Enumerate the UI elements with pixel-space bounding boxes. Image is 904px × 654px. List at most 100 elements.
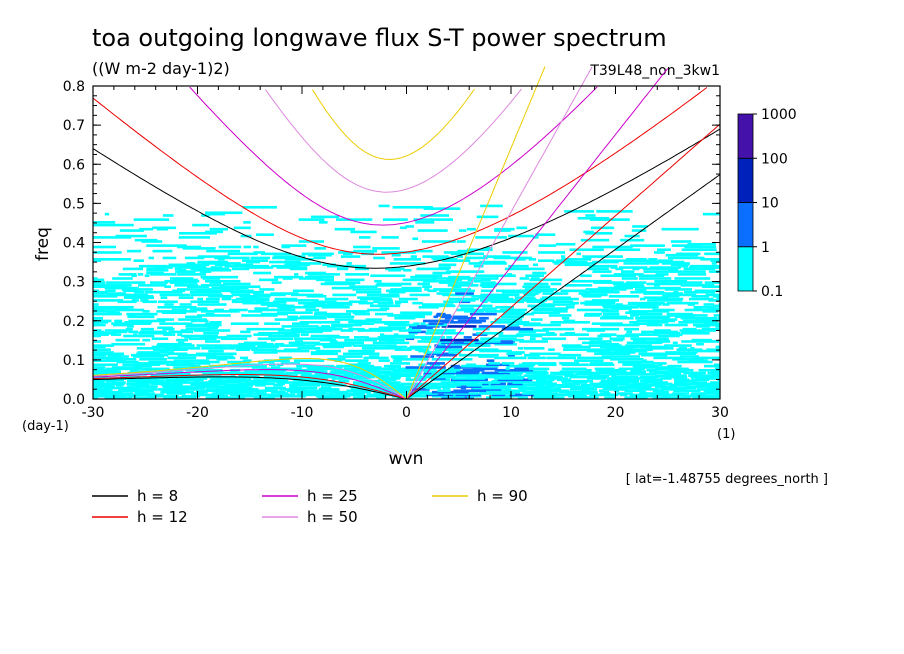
power-streak (93, 333, 109, 336)
legend-label: h = 25 (307, 487, 358, 505)
power-streak (576, 308, 610, 312)
power-streak (457, 249, 474, 253)
power-streak (417, 282, 430, 286)
power-streak (529, 337, 536, 341)
power-streak (450, 379, 480, 383)
power-streak (609, 260, 619, 264)
power-streak (415, 274, 443, 278)
power-streak (480, 204, 503, 208)
power-streak (111, 381, 126, 384)
power-streak (93, 379, 105, 383)
power-streak (180, 360, 191, 364)
power-streak (509, 393, 534, 397)
power-streak (424, 370, 457, 373)
power-streak (695, 325, 710, 328)
power-streak (193, 329, 231, 332)
power-streak (165, 386, 206, 390)
power-streak (353, 396, 368, 399)
power-streak (490, 321, 530, 324)
power-streak (239, 294, 271, 298)
power-streak (696, 388, 720, 391)
power-streak (205, 211, 243, 215)
power-streak (187, 285, 209, 289)
power-streak (123, 334, 155, 338)
power-streak (166, 378, 204, 382)
y-tick-label: 0.5 (63, 196, 85, 212)
power-streak (159, 293, 191, 297)
power-streak (639, 305, 659, 309)
power-streak (93, 221, 116, 224)
power-streak (415, 348, 429, 352)
power-streak (612, 282, 639, 286)
power-streak (616, 348, 653, 352)
power-streak (380, 384, 394, 387)
power-streak (614, 389, 620, 393)
power-streak (295, 340, 304, 343)
power-streak (434, 345, 463, 349)
power-streak (433, 277, 461, 280)
power-streak (179, 374, 213, 378)
power-streak (689, 266, 697, 269)
power-streak (93, 303, 99, 306)
power-streak (672, 341, 678, 345)
power-streak (405, 378, 426, 382)
power-streak (205, 297, 220, 301)
power-streak (162, 327, 175, 331)
power-streak (702, 327, 720, 331)
power-streak (345, 278, 365, 282)
power-streak (93, 321, 109, 324)
power-streak (667, 364, 682, 368)
power-streak (378, 378, 390, 382)
power-streak (622, 363, 654, 367)
power-streak (482, 382, 489, 386)
power-streak (205, 312, 215, 316)
power-streak (559, 362, 580, 365)
power-streak (354, 312, 370, 316)
power-streak (508, 351, 525, 354)
power-streak (591, 348, 617, 352)
power-streak (654, 279, 688, 283)
power-streak (556, 378, 572, 382)
power-streak (231, 299, 237, 302)
power-streak (696, 342, 704, 346)
power-streak (676, 348, 703, 352)
power-streak (238, 382, 276, 386)
power-streak (535, 393, 569, 397)
power-streak (93, 334, 101, 338)
power-streak (179, 303, 192, 306)
power-streak (189, 307, 208, 310)
power-streak (648, 258, 658, 261)
power-streak (612, 375, 639, 379)
power-streak (200, 336, 228, 339)
power-streak (388, 366, 401, 369)
power-streak (623, 259, 657, 262)
power-streak (181, 334, 218, 338)
power-streak (207, 212, 226, 216)
power-streak (387, 300, 394, 304)
power-streak (436, 353, 458, 357)
power-streak (230, 393, 253, 397)
power-streak (424, 288, 430, 291)
power-streak (605, 347, 634, 350)
power-streak (677, 273, 707, 276)
x-tick-label: 30 (711, 405, 729, 421)
x-tick-label: -10 (291, 405, 314, 421)
power-streak (629, 393, 648, 397)
power-streak (194, 379, 200, 383)
power-streak (352, 381, 360, 384)
power-streak (142, 338, 151, 342)
power-streak (615, 267, 624, 271)
power-streak (685, 385, 720, 388)
power-streak (648, 260, 685, 264)
power-streak (528, 367, 550, 371)
power-streak (161, 384, 183, 387)
power-streak (248, 310, 263, 313)
power-streak (658, 363, 663, 367)
power-streak (466, 384, 495, 387)
power-streak (276, 363, 284, 367)
power-streak (392, 205, 433, 209)
power-streak (523, 323, 561, 327)
power-streak (127, 315, 155, 319)
power-streak (184, 336, 192, 339)
power-streak (599, 316, 634, 320)
